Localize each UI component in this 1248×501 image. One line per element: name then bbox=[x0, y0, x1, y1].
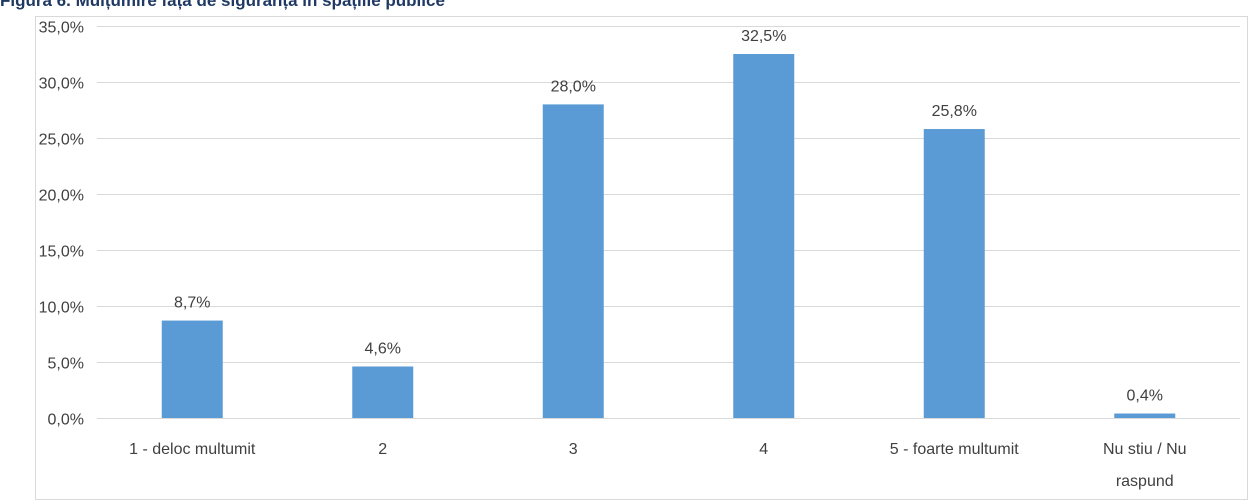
chart-border bbox=[35, 16, 1248, 500]
y-tick-label: 25,0% bbox=[39, 132, 84, 149]
x-axis-ticks: 1 - deloc multumit 2 3 4 5 - foarte multumit… bbox=[129, 441, 1186, 490]
y-tick-label: 10,0% bbox=[39, 300, 84, 317]
x-tick-label: raspund bbox=[1116, 473, 1174, 490]
chart-title: Figura 6. Mulțumire față de siguranța în… bbox=[0, 0, 445, 10]
y-tick-label: 30,0% bbox=[39, 76, 84, 93]
y-axis-ticks: 0,0% 5,0% 10,0% 15,0% 20,0% 25,0% 30,0% 35,0% bbox=[39, 20, 84, 429]
bar bbox=[733, 54, 795, 418]
y-tick-label: 15,0% bbox=[39, 244, 84, 261]
y-tick-label: 0,0% bbox=[48, 412, 84, 429]
data-label: 32,5% bbox=[741, 28, 786, 45]
bar bbox=[1114, 413, 1176, 418]
x-tick-label: 3 bbox=[569, 441, 578, 458]
data-label: 8,7% bbox=[174, 295, 210, 312]
x-tick-label: 1 - deloc multumit bbox=[129, 441, 256, 458]
data-label: 0,4% bbox=[1127, 388, 1163, 405]
y-tick-label: 35,0% bbox=[39, 20, 84, 37]
y-tick-label: 20,0% bbox=[39, 188, 84, 205]
data-label: 25,8% bbox=[932, 103, 977, 120]
x-tick-label: Nu stiu / Nu bbox=[1103, 441, 1187, 458]
bar bbox=[352, 366, 414, 418]
x-tick-label: 4 bbox=[759, 441, 768, 458]
data-labels: 8,7% 4,6% 28,0% 32,5% 25,8% 0,4% bbox=[174, 28, 1163, 405]
x-tick-label: 5 - foarte multumit bbox=[890, 441, 1019, 458]
y-tick-label: 5,0% bbox=[48, 356, 84, 373]
data-label: 28,0% bbox=[551, 78, 596, 95]
bars bbox=[161, 54, 1176, 419]
data-label: 4,6% bbox=[365, 340, 401, 357]
bar bbox=[923, 129, 985, 419]
x-tick-label: 2 bbox=[378, 441, 387, 458]
bar bbox=[542, 104, 604, 419]
bar bbox=[161, 320, 223, 418]
gridlines bbox=[97, 26, 1240, 419]
